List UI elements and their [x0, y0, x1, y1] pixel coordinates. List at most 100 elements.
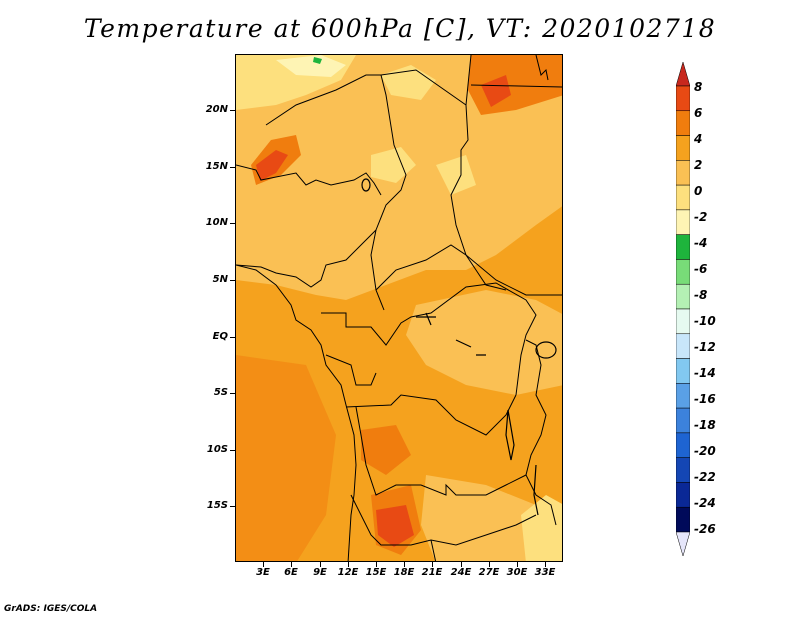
- temp-field-m6-m4: [313, 57, 322, 64]
- temp-field-m2-0-north: [381, 65, 436, 100]
- lon-tick: [432, 562, 433, 567]
- colorbar-label: -6: [694, 262, 708, 276]
- colorbar-segment: [676, 85, 690, 112]
- lon-label-12e: 12E: [337, 567, 359, 578]
- lon-label-30e: 30E: [506, 567, 528, 578]
- lat-tick: [230, 450, 235, 451]
- border-sahel: [236, 164, 382, 196]
- lon-label-3e: 3E: [256, 567, 270, 578]
- border-angola-zambia: [355, 406, 527, 496]
- lake-malawi: [533, 464, 539, 516]
- lon-label-21e: 21E: [421, 567, 443, 578]
- lat-label-15n: 15N: [205, 161, 228, 172]
- colorbar-segment: [676, 259, 690, 285]
- lat-label-10s: 10S: [206, 444, 228, 455]
- lat-tick: [230, 393, 235, 394]
- colorbar-segment: [676, 432, 690, 458]
- lat-tick: [230, 110, 235, 111]
- border-congo: [321, 282, 537, 396]
- colorbar-label: -10: [694, 314, 716, 328]
- lakes: [361, 178, 557, 516]
- colorbar-label: -16: [694, 392, 716, 406]
- lon-tick: [348, 562, 349, 567]
- country-borders: [236, 55, 562, 561]
- colorbar-label: -20: [694, 444, 716, 458]
- lake-chad: [361, 178, 371, 192]
- chart-title: Temperature at 600hPa [C], VT: 202010271…: [83, 14, 717, 43]
- colorbar-segment: [676, 160, 690, 186]
- colorbar-label: -14: [694, 366, 716, 380]
- lat-label-5n: 5N: [212, 274, 228, 285]
- lon-label-18e: 18E: [393, 567, 415, 578]
- coastline-west: [236, 264, 357, 561]
- colorbar-label: -8: [694, 288, 708, 302]
- lat-tick: [230, 506, 235, 507]
- lon-tick: [461, 562, 462, 567]
- temp-field-4-6-ocean: [236, 355, 336, 561]
- border-chad-sudan: [380, 69, 562, 296]
- colorbar-segment: [676, 184, 690, 211]
- lon-label-27e: 27E: [478, 567, 500, 578]
- temp-field-6-8-namibia: [376, 505, 414, 547]
- border-libya-egypt: [465, 55, 472, 106]
- temp-field-0-2-central: [406, 290, 562, 395]
- temperature-map: [235, 54, 563, 562]
- colorbar-label: -24: [694, 496, 716, 510]
- lat-label-5s: 5S: [213, 387, 228, 398]
- temp-field-m2-0-se: [521, 495, 562, 561]
- colorbar-bottom-arrow: [676, 531, 690, 556]
- colorbar-top-arrow: [676, 62, 690, 87]
- lat-label-10n: 10N: [205, 217, 228, 228]
- temp-field-6-8-west: [256, 150, 288, 181]
- colorbar-label: -18: [694, 418, 716, 432]
- border-nigeria-chad: [265, 74, 407, 311]
- colorbar-segment: [676, 457, 690, 483]
- map-canvas: [236, 55, 562, 561]
- lon-tick: [489, 562, 490, 567]
- colorbar-label: 2: [694, 158, 703, 172]
- colorbar-segment: [676, 482, 690, 508]
- border-egypt-sudan: [470, 84, 562, 88]
- lat-label-20n: 20N: [205, 104, 228, 115]
- lake-tanganyika: [505, 409, 515, 461]
- colorbar-segment: [676, 110, 690, 136]
- grads-credit: GrADS: IGES/COLA: [4, 604, 98, 614]
- lon-label-24e: 24E: [450, 567, 472, 578]
- lat-tick: [230, 223, 235, 224]
- river-marks-2: [455, 339, 486, 356]
- temp-field-m2-0-east: [436, 155, 476, 195]
- colorbar-label: 4: [694, 132, 703, 146]
- colorbar: [676, 62, 690, 556]
- colorbar-segment: [676, 135, 690, 161]
- lon-tick: [545, 562, 546, 567]
- border-drc-south: [345, 394, 517, 436]
- river-marks-1: [416, 312, 436, 326]
- lon-label-33e: 33E: [534, 567, 556, 578]
- lon-tick: [376, 562, 377, 567]
- temp-field-4-6-angola: [361, 425, 411, 475]
- lon-label-15e: 15E: [365, 567, 387, 578]
- colorbar-segment: [676, 234, 690, 260]
- colorbar-segment: [676, 333, 690, 359]
- colorbar-segment: [676, 407, 690, 434]
- temp-field-m4-m2: [276, 55, 346, 77]
- colorbar-segment: [676, 209, 690, 235]
- colorbar-label: -2: [694, 210, 708, 224]
- lon-label-9e: 9E: [313, 567, 327, 578]
- colorbar-segment: [676, 358, 690, 384]
- colorbar-label: 8: [694, 80, 703, 94]
- lat-tick: [230, 167, 235, 168]
- colorbar-segment: [676, 383, 690, 409]
- nile-coast: [535, 55, 549, 81]
- border-botswana: [430, 539, 437, 561]
- colorbar-label: 0: [694, 184, 703, 198]
- colorbar-segment: [676, 308, 690, 335]
- border-gabon: [325, 354, 377, 386]
- border-car: [375, 244, 507, 291]
- colorbar-segment: [676, 283, 690, 310]
- lon-label-6e: 6E: [284, 567, 298, 578]
- lat-label-15s: 15S: [206, 500, 228, 511]
- temp-field-6-8-ne: [481, 75, 511, 107]
- colorbar-label: -26: [694, 522, 716, 536]
- lake-victoria: [535, 341, 557, 359]
